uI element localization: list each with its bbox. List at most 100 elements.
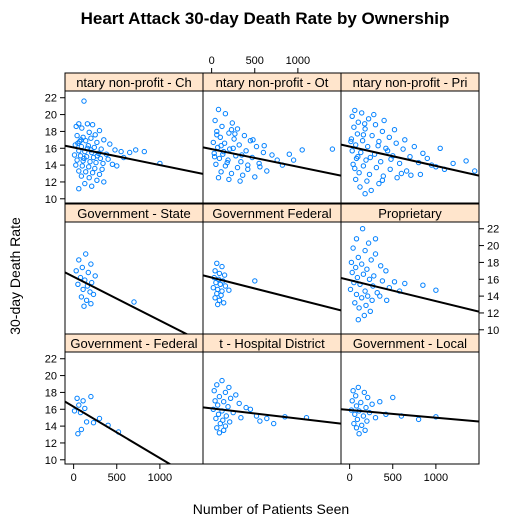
data-point [76,168,82,174]
data-point [227,146,233,152]
data-point [407,154,413,160]
data-point [89,183,95,189]
data-point [360,132,367,138]
data-point [351,124,357,130]
data-point [380,173,386,179]
data-point [353,393,359,399]
data-point [356,431,362,437]
data-point [212,398,218,404]
data-point [352,300,358,306]
data-point [74,157,80,163]
data-point [252,174,258,180]
data-point [353,142,359,148]
data-point [359,138,366,144]
panel-frame [202,333,342,465]
panel-strip-label: t - Hospital District [219,336,325,351]
data-point [210,139,217,146]
data-point [86,164,92,170]
data-point [238,159,244,165]
data-point [219,288,225,294]
x-tick-label: 500 [384,472,402,484]
data-point [403,168,410,174]
data-point [217,134,224,141]
data-point [221,140,228,146]
data-point [215,175,222,181]
data-point [252,278,258,284]
data-point [264,415,270,422]
panel-strip-label: ntary non-profit - Ot [216,75,329,90]
data-point [355,384,361,391]
data-point [372,415,379,421]
data-point [396,160,403,167]
data-point [236,142,242,148]
data-point [75,140,81,146]
panel-points [210,106,336,184]
data-point [358,149,364,156]
data-point [379,177,386,184]
data-point [215,106,222,113]
data-point [101,137,107,143]
data-point [386,134,392,141]
y-tick-label: 18 [487,257,499,269]
data-point [213,415,219,422]
data-point [391,279,398,285]
data-point [97,155,104,162]
data-point [133,147,139,153]
panel: Government - State [64,203,204,335]
data-point [360,413,367,419]
data-point [226,176,232,183]
data-point [373,164,380,171]
data-point [394,175,400,181]
data-point [378,263,384,269]
data-point [96,415,103,422]
data-point [141,148,148,155]
data-point [366,171,373,178]
x-tick-label: 0 [71,472,77,484]
x-tick-label: 500 [246,55,264,67]
data-point [222,111,229,117]
data-point [225,157,231,163]
x-axis-title: Number of Patients Seen [193,501,349,517]
data-point [271,420,277,427]
data-point [381,117,387,124]
data-point [212,295,218,301]
data-point [227,395,234,401]
data-point [365,143,371,150]
data-point [260,149,267,156]
panel: Government Federal [202,203,342,335]
data-point [299,147,305,153]
data-point [417,171,424,178]
data-point [84,121,91,127]
data-point [359,422,365,428]
y-tick-label: 16 [487,274,499,286]
data-point [89,170,96,176]
data-point [290,157,297,163]
data-point [353,403,360,409]
data-point [348,259,355,266]
data-point [415,416,422,423]
panel-strip-label: Government Federal [212,206,331,221]
data-point [107,141,113,147]
regression-line [65,144,203,175]
data-point [75,431,81,437]
data-point [214,260,220,266]
data-point [349,113,355,120]
data-point [88,393,94,400]
data-point [349,398,355,404]
data-point [215,286,221,293]
data-point [240,172,246,178]
panel-points [210,377,310,436]
data-point [261,143,267,149]
y-tick-label: 16 [45,404,57,416]
data-point [211,150,217,157]
data-point [420,150,426,157]
y-tick-label: 20 [487,241,499,253]
data-point [355,254,361,261]
data-point [420,282,426,288]
data-point [79,264,86,271]
data-point [76,121,82,127]
data-point [212,117,218,124]
data-point [350,245,356,251]
panel-strip-label: Proprietary [378,206,442,221]
data-point [71,408,78,414]
